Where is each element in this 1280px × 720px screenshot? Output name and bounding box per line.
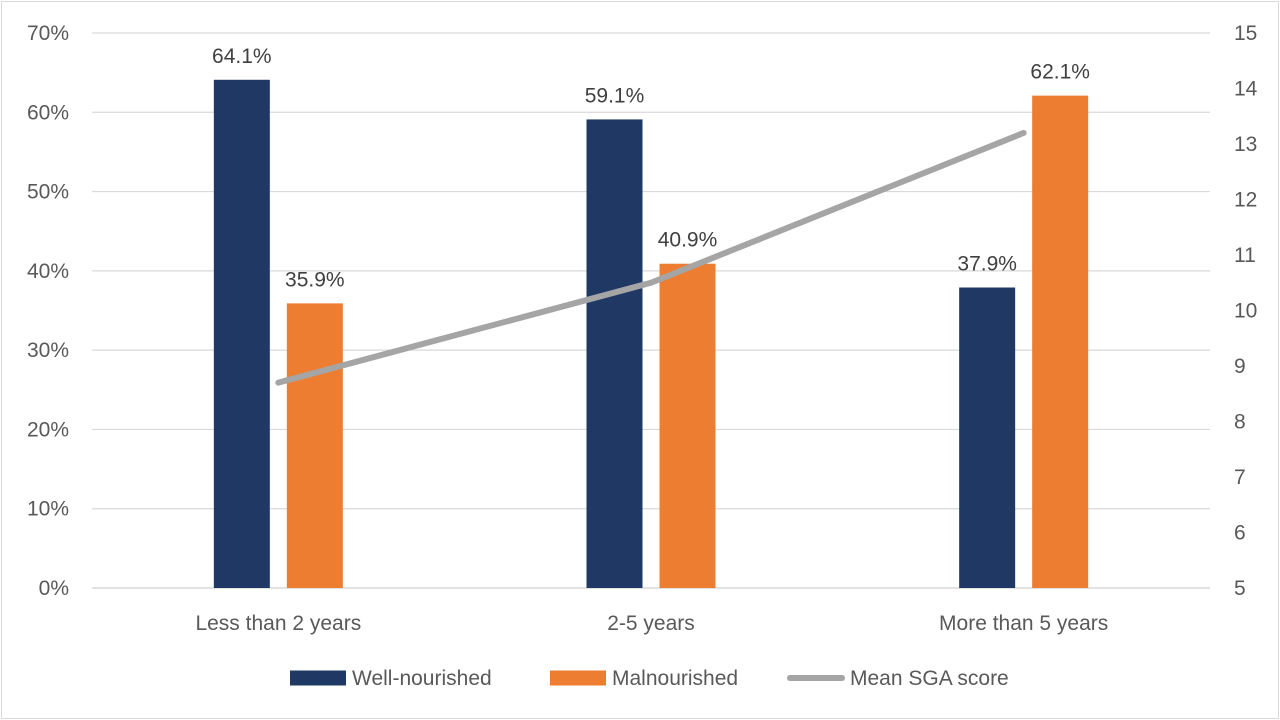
- right-tick-label: 10: [1234, 300, 1257, 323]
- category-label: 2-5 years: [607, 612, 695, 635]
- right-axis: 5 6 7 8 9 10 11 12 13 14 15: [1234, 22, 1258, 600]
- left-tick-label: 20%: [27, 418, 69, 441]
- left-tick-label: 70%: [27, 22, 69, 45]
- category-label: Less than 2 years: [195, 612, 361, 635]
- legend-label-malnourished: Malnourished: [612, 667, 738, 690]
- right-tick-label: 6: [1234, 522, 1246, 545]
- legend-swatch-malnourished: [550, 670, 606, 686]
- bar-data-label: 37.9%: [957, 253, 1017, 276]
- gridlines: [92, 32, 1210, 589]
- bar-malnourished: [1032, 95, 1089, 588]
- category-label: More than 5 years: [939, 612, 1108, 635]
- right-tick-label: 9: [1234, 355, 1246, 378]
- right-tick-label: 8: [1234, 411, 1246, 434]
- bar-malnourished: [659, 263, 716, 588]
- left-axis: 0% 10% 20% 30% 40% 50% 60% 70%: [27, 22, 69, 600]
- bar-data-label: 35.9%: [285, 268, 345, 291]
- left-tick-label: 0%: [39, 577, 69, 600]
- bar-data-label: 62.1%: [1030, 61, 1090, 84]
- data-labels: 64.1% 35.9% 59.1% 40.9% 37.9% 62.1%: [212, 45, 1090, 292]
- bars: [213, 79, 1089, 589]
- right-tick-label: 7: [1234, 466, 1246, 489]
- left-tick-label: 50%: [27, 181, 69, 204]
- left-tick-label: 40%: [27, 260, 69, 283]
- right-tick-label: 5: [1234, 577, 1246, 600]
- line-series-mean-sga-score: [275, 129, 1027, 386]
- bar-well-nourished: [213, 79, 270, 589]
- legend-label-well-nourished: Well-nourished: [352, 667, 492, 690]
- bar-data-label: 64.1%: [212, 45, 272, 68]
- mean-sga-line: [275, 129, 1027, 386]
- bar-well-nourished: [586, 119, 643, 589]
- legend: Well-nourished Malnourished Mean SGA score: [290, 667, 1009, 690]
- right-tick-label: 13: [1234, 133, 1257, 156]
- right-tick-label: 15: [1234, 22, 1257, 45]
- legend-swatch-well-nourished: [290, 670, 346, 686]
- right-tick-label: 12: [1234, 189, 1257, 212]
- legend-label-mean-sga-score: Mean SGA score: [850, 667, 1009, 690]
- bar-data-label: 59.1%: [585, 84, 645, 107]
- left-tick-label: 10%: [27, 498, 69, 521]
- left-tick-label: 60%: [27, 101, 69, 124]
- right-tick-label: 11: [1234, 244, 1256, 267]
- bar-malnourished: [286, 303, 343, 588]
- bar-well-nourished: [959, 287, 1016, 588]
- category-axis: Less than 2 years 2-5 years More than 5 ye…: [195, 612, 1108, 635]
- right-tick-label: 14: [1234, 78, 1258, 101]
- bar-data-label: 40.9%: [658, 229, 718, 252]
- left-tick-label: 30%: [27, 339, 69, 362]
